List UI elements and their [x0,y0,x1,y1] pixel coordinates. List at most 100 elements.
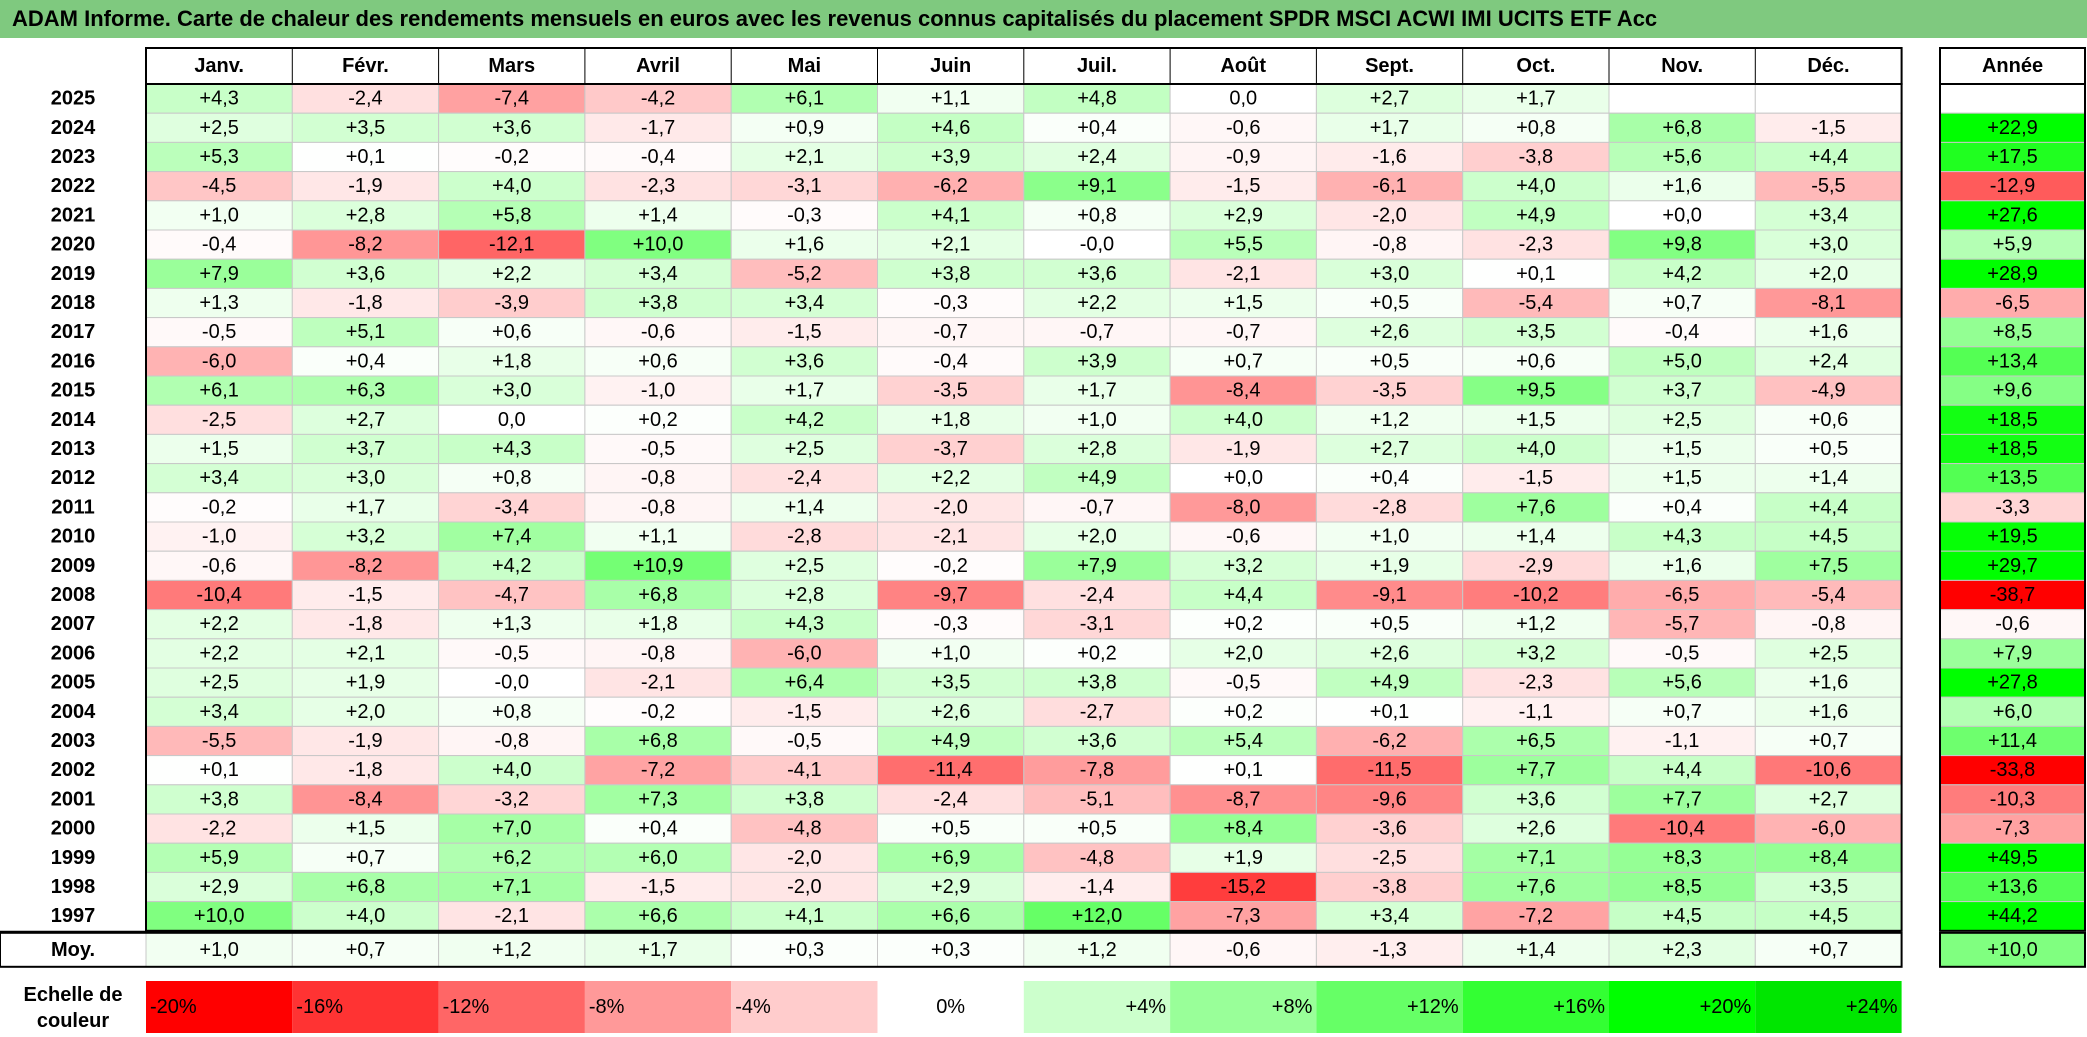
cell-value: +2,8 [1077,438,1116,460]
heatmap-cell [1608,112,1756,143]
year-label: 1998 [51,876,96,898]
cell-value: +6,1 [785,88,824,110]
cell-value: +0,8 [1077,204,1116,226]
cell-value: +2,7 [1370,438,1409,460]
cell-value: +2,9 [1224,204,1263,226]
cell-value: +1,0 [1077,409,1116,431]
cell-value: -1,6 [1372,146,1406,168]
heatmap-cell [1754,375,1903,406]
cell-value: -1,5 [1811,117,1845,139]
cell-value: +2,0 [346,701,385,723]
cell-value: -0,8 [641,642,675,664]
cell-value: -0,3 [787,204,821,226]
heatmap-cell [1169,755,1317,786]
heatmap-cell [584,609,732,640]
annual-cell [1939,83,2086,114]
scale-stop-label: -16% [296,996,343,1018]
year-label: 2002 [51,759,96,781]
cell-value: -2,1 [1226,263,1260,285]
average-cell [877,932,1025,968]
annual-cell [1939,375,2086,406]
heatmap-cell [1608,842,1756,873]
scale-swatch [584,981,732,1033]
heatmap-cell [1754,317,1903,348]
cell-value: -1,8 [348,613,382,635]
heatmap-cell [1608,404,1756,435]
heatmap-cell [1608,725,1756,757]
cell-value: +0,4 [1370,467,1409,489]
heatmap-cell [1754,83,1903,114]
cell-value: -1,4 [1080,876,1114,898]
heatmap-cell [877,200,1025,231]
cell-value: -4,5 [202,175,236,197]
heatmap-cell [1169,609,1317,640]
average-cell [1462,932,1610,968]
cell-value: -1,5 [1226,175,1260,197]
heatmap-cell [730,901,879,932]
annual-cell [1939,755,2086,786]
year-label: 1997 [51,905,96,927]
heatmap-cell [1462,375,1610,406]
heatmap-cell [1023,579,1171,611]
cell-value: -6,1 [1372,175,1406,197]
cell-value: -1,5 [1519,467,1553,489]
heatmap-cell [291,404,440,435]
cell-value: +0,2 [638,409,677,431]
cell-value: -2,4 [1080,584,1114,606]
cell-value: +2,5 [199,117,238,139]
cell-value: +0,1 [346,146,385,168]
heatmap-cell [1315,287,1464,319]
average-value: +1,2 [492,939,531,961]
cell-value: +4,3 [1662,526,1701,548]
heatmap-cell [145,550,293,581]
heatmap-cell [291,609,440,640]
cell-value: -0,9 [1226,146,1260,168]
cell-value: +4,0 [1224,409,1263,431]
cell-value: -2,8 [787,526,821,548]
heatmap-cell [1169,696,1317,727]
cell-value: -0,8 [641,496,675,518]
cell-value: -0,7 [1080,321,1114,343]
heatmap-cell [1608,755,1756,786]
scale-swatch [1609,981,1756,1033]
cell-value: +7,4 [492,526,531,548]
heatmap-cell [291,375,440,406]
heatmap-cell [291,112,440,143]
heatmap-cell [877,171,1025,202]
cell-value: -0,5 [1665,642,1699,664]
heatmap-cell [1169,171,1317,202]
heatmap-cell [1169,871,1317,903]
annual-value: +5,9 [1993,234,2032,256]
average-value: +1,0 [199,939,238,961]
cell-value: +2,7 [346,409,385,431]
scale-stop-label: +20% [1700,996,1752,1018]
cell-value: +2,0 [1077,526,1116,548]
average-value: -0,6 [1226,939,1260,961]
cell-value: +3,4 [638,263,677,285]
cell-value: +2,2 [199,642,238,664]
cell-value: -5,7 [1665,613,1699,635]
cell-value: -0,4 [1665,321,1699,343]
cell-value: -6,0 [1811,818,1845,840]
cell-value: +6,6 [931,905,970,927]
scale-stop-label: +8% [1272,996,1313,1018]
cell-value: -0,6 [1226,117,1260,139]
scale-swatch [292,981,439,1033]
year-label: 2010 [51,526,96,548]
cell-value: +6,8 [1662,117,1701,139]
cell-value: +1,7 [1077,380,1116,402]
scale-swatch [146,981,293,1033]
cell-value: +3,4 [785,292,824,314]
cell-value: -5,4 [1519,292,1553,314]
cell-value: +0,2 [1224,613,1263,635]
cell-value: +4,4 [1224,584,1263,606]
heatmap-cell [145,433,293,465]
scale-swatch [1170,981,1317,1033]
cell-value: +0,5 [1370,350,1409,372]
cell-value: +2,6 [1370,321,1409,343]
annual-cell [1939,346,2086,377]
heatmap-cell [291,258,440,289]
cell-value: +0,4 [346,350,385,372]
cell-value: +3,8 [199,788,238,810]
annual-value: +29,7 [1987,555,2038,577]
